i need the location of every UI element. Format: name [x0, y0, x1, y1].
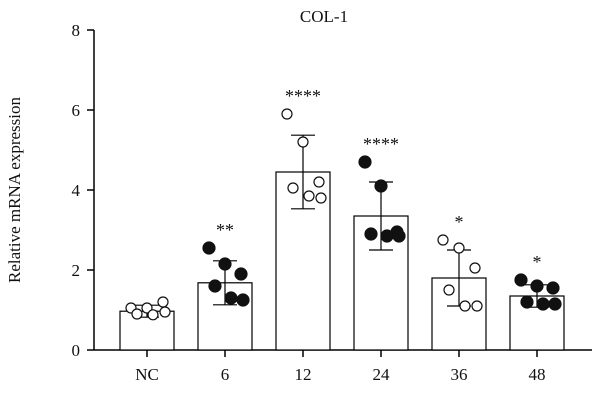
y-tick-label: 8	[72, 21, 81, 40]
data-point	[224, 291, 238, 305]
data-point	[374, 179, 388, 193]
data-point	[437, 234, 449, 246]
data-point	[297, 136, 309, 148]
data-point	[303, 190, 315, 202]
data-point	[315, 192, 327, 204]
data-point	[131, 308, 143, 320]
data-point	[281, 108, 293, 120]
data-point	[459, 300, 471, 312]
x-tick-label: 6	[221, 365, 230, 384]
data-point	[236, 293, 250, 307]
data-point	[218, 257, 232, 271]
data-point	[469, 262, 481, 274]
data-point	[208, 279, 222, 293]
data-point	[392, 229, 406, 243]
data-point	[514, 273, 528, 287]
x-tick-label: 12	[295, 365, 312, 384]
x-tick-label: 24	[373, 365, 391, 384]
x-tick-label: 48	[529, 365, 546, 384]
data-point	[287, 182, 299, 194]
chart-title: COL-1	[300, 7, 348, 26]
data-point	[202, 241, 216, 255]
data-point	[536, 297, 550, 311]
significance-label: ****	[285, 86, 321, 106]
x-tick-label: NC	[135, 365, 159, 384]
data-point	[147, 309, 159, 321]
significance-label: ****	[363, 134, 399, 154]
data-point	[157, 296, 169, 308]
data-point	[234, 267, 248, 281]
data-point	[453, 242, 465, 254]
data-point	[546, 281, 560, 295]
y-tick-label: 2	[72, 261, 81, 280]
y-axis-label: Relative mRNA expression	[5, 96, 24, 283]
y-tick-label: 0	[72, 341, 81, 360]
data-point	[471, 300, 483, 312]
data-point	[358, 155, 372, 169]
y-tick-label: 4	[72, 181, 81, 200]
data-point	[159, 306, 171, 318]
data-point	[313, 176, 325, 188]
data-point	[443, 284, 455, 296]
significance-label: **	[216, 220, 234, 240]
data-point	[548, 297, 562, 311]
data-point	[380, 229, 394, 243]
x-tick-label: 36	[451, 365, 468, 384]
significance-label: *	[455, 212, 464, 232]
data-point	[364, 227, 378, 241]
y-tick-label: 6	[72, 101, 81, 120]
data-point	[530, 279, 544, 293]
significance-label: *	[533, 252, 542, 272]
data-point	[520, 295, 534, 309]
